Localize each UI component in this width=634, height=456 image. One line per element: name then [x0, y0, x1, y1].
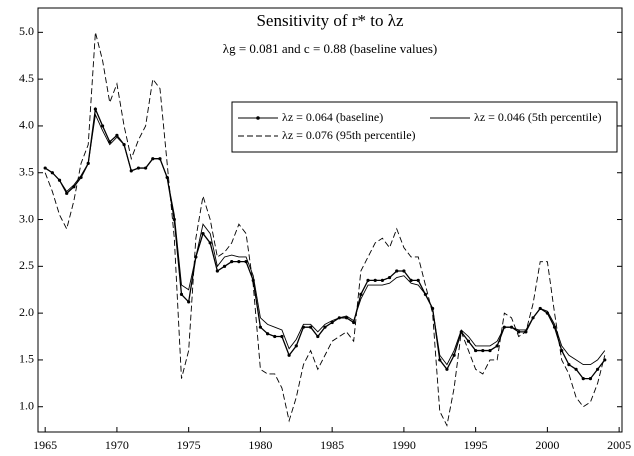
- data-point: [344, 316, 349, 320]
- series-line: [44, 32, 606, 427]
- data-point: [208, 241, 212, 245]
- data-point: [588, 377, 593, 381]
- x-tick-label: 1980: [248, 438, 272, 452]
- x-tick-label: 2000: [535, 438, 559, 452]
- y-tick-label: 2.5: [19, 258, 34, 272]
- data-point: [445, 367, 449, 371]
- x-tick-label: 1985: [320, 438, 344, 452]
- y-tick-label: 4.5: [19, 71, 34, 85]
- legend-label: λz = 0.076 (95th percentile): [282, 128, 416, 142]
- data-point: [330, 320, 334, 325]
- data-point: [409, 278, 413, 282]
- x-tick-label: 2005: [607, 438, 631, 452]
- y-tick-label: 1.0: [19, 398, 34, 412]
- y-tick-label: 1.5: [19, 352, 34, 366]
- x-tick-label: 1990: [392, 438, 416, 452]
- data-point: [474, 348, 478, 353]
- data-point: [596, 367, 600, 371]
- data-point: [201, 231, 205, 236]
- data-point: [352, 320, 356, 325]
- legend-label: λz = 0.046 (5th percentile): [474, 110, 602, 124]
- data-point: [517, 330, 521, 334]
- data-point: [359, 292, 363, 297]
- data-point: [395, 269, 399, 273]
- data-point: [230, 260, 234, 264]
- data-point: [265, 332, 270, 336]
- legend-box: [231, 101, 618, 153]
- x-tick-label: 1995: [464, 438, 488, 452]
- data-point: [495, 344, 499, 348]
- data-point: [309, 325, 313, 329]
- data-point: [466, 339, 471, 343]
- data-point: [380, 278, 384, 282]
- data-point: [258, 325, 263, 329]
- data-point: [488, 348, 492, 353]
- chart-title: Sensitivity of r* to λz: [256, 11, 404, 30]
- x-tick-label: 1970: [105, 438, 129, 452]
- data-point: [323, 325, 327, 329]
- data-point: [244, 260, 248, 264]
- data-point: [65, 191, 69, 195]
- data-point: [387, 275, 392, 280]
- x-tick-label: 1965: [33, 438, 57, 452]
- data-point: [280, 334, 284, 339]
- data-point: [100, 124, 105, 128]
- y-tick-label: 3.0: [19, 211, 34, 225]
- data-point: [366, 278, 370, 282]
- data-point: [581, 377, 585, 381]
- data-point: [222, 264, 227, 268]
- data-point: [294, 344, 298, 348]
- data-point: [287, 353, 291, 357]
- data-point: [237, 260, 241, 264]
- data-point: [273, 334, 277, 339]
- data-point: [316, 334, 320, 339]
- y-tick-label: 5.0: [19, 24, 34, 38]
- data-point: [373, 278, 377, 282]
- data-point: [402, 269, 406, 273]
- data-point: [481, 348, 485, 353]
- legend-marker: [256, 116, 260, 120]
- data-point: [416, 278, 420, 282]
- data-point: [187, 300, 191, 304]
- chart-subtitle: λg = 0.081 and c = 0.88 (baseline values…: [223, 41, 437, 56]
- plot-frame: [37, 7, 623, 433]
- x-tick-label: 1975: [177, 438, 201, 452]
- data-point: [115, 133, 119, 137]
- data-point: [567, 363, 571, 367]
- data-point: [179, 292, 184, 297]
- data-point: [574, 367, 578, 371]
- data-point: [93, 107, 97, 111]
- data-point: [452, 353, 456, 357]
- y-tick-label: 3.5: [19, 164, 34, 178]
- legend-label: λz = 0.064 (baseline): [282, 110, 383, 124]
- y-tick-label: 4.0: [19, 118, 34, 132]
- data-point: [603, 358, 607, 362]
- data-point: [560, 348, 564, 353]
- data-point: [215, 269, 219, 273]
- data-point: [438, 358, 442, 362]
- series-line: [44, 113, 606, 366]
- y-tick-label: 2.0: [19, 305, 34, 319]
